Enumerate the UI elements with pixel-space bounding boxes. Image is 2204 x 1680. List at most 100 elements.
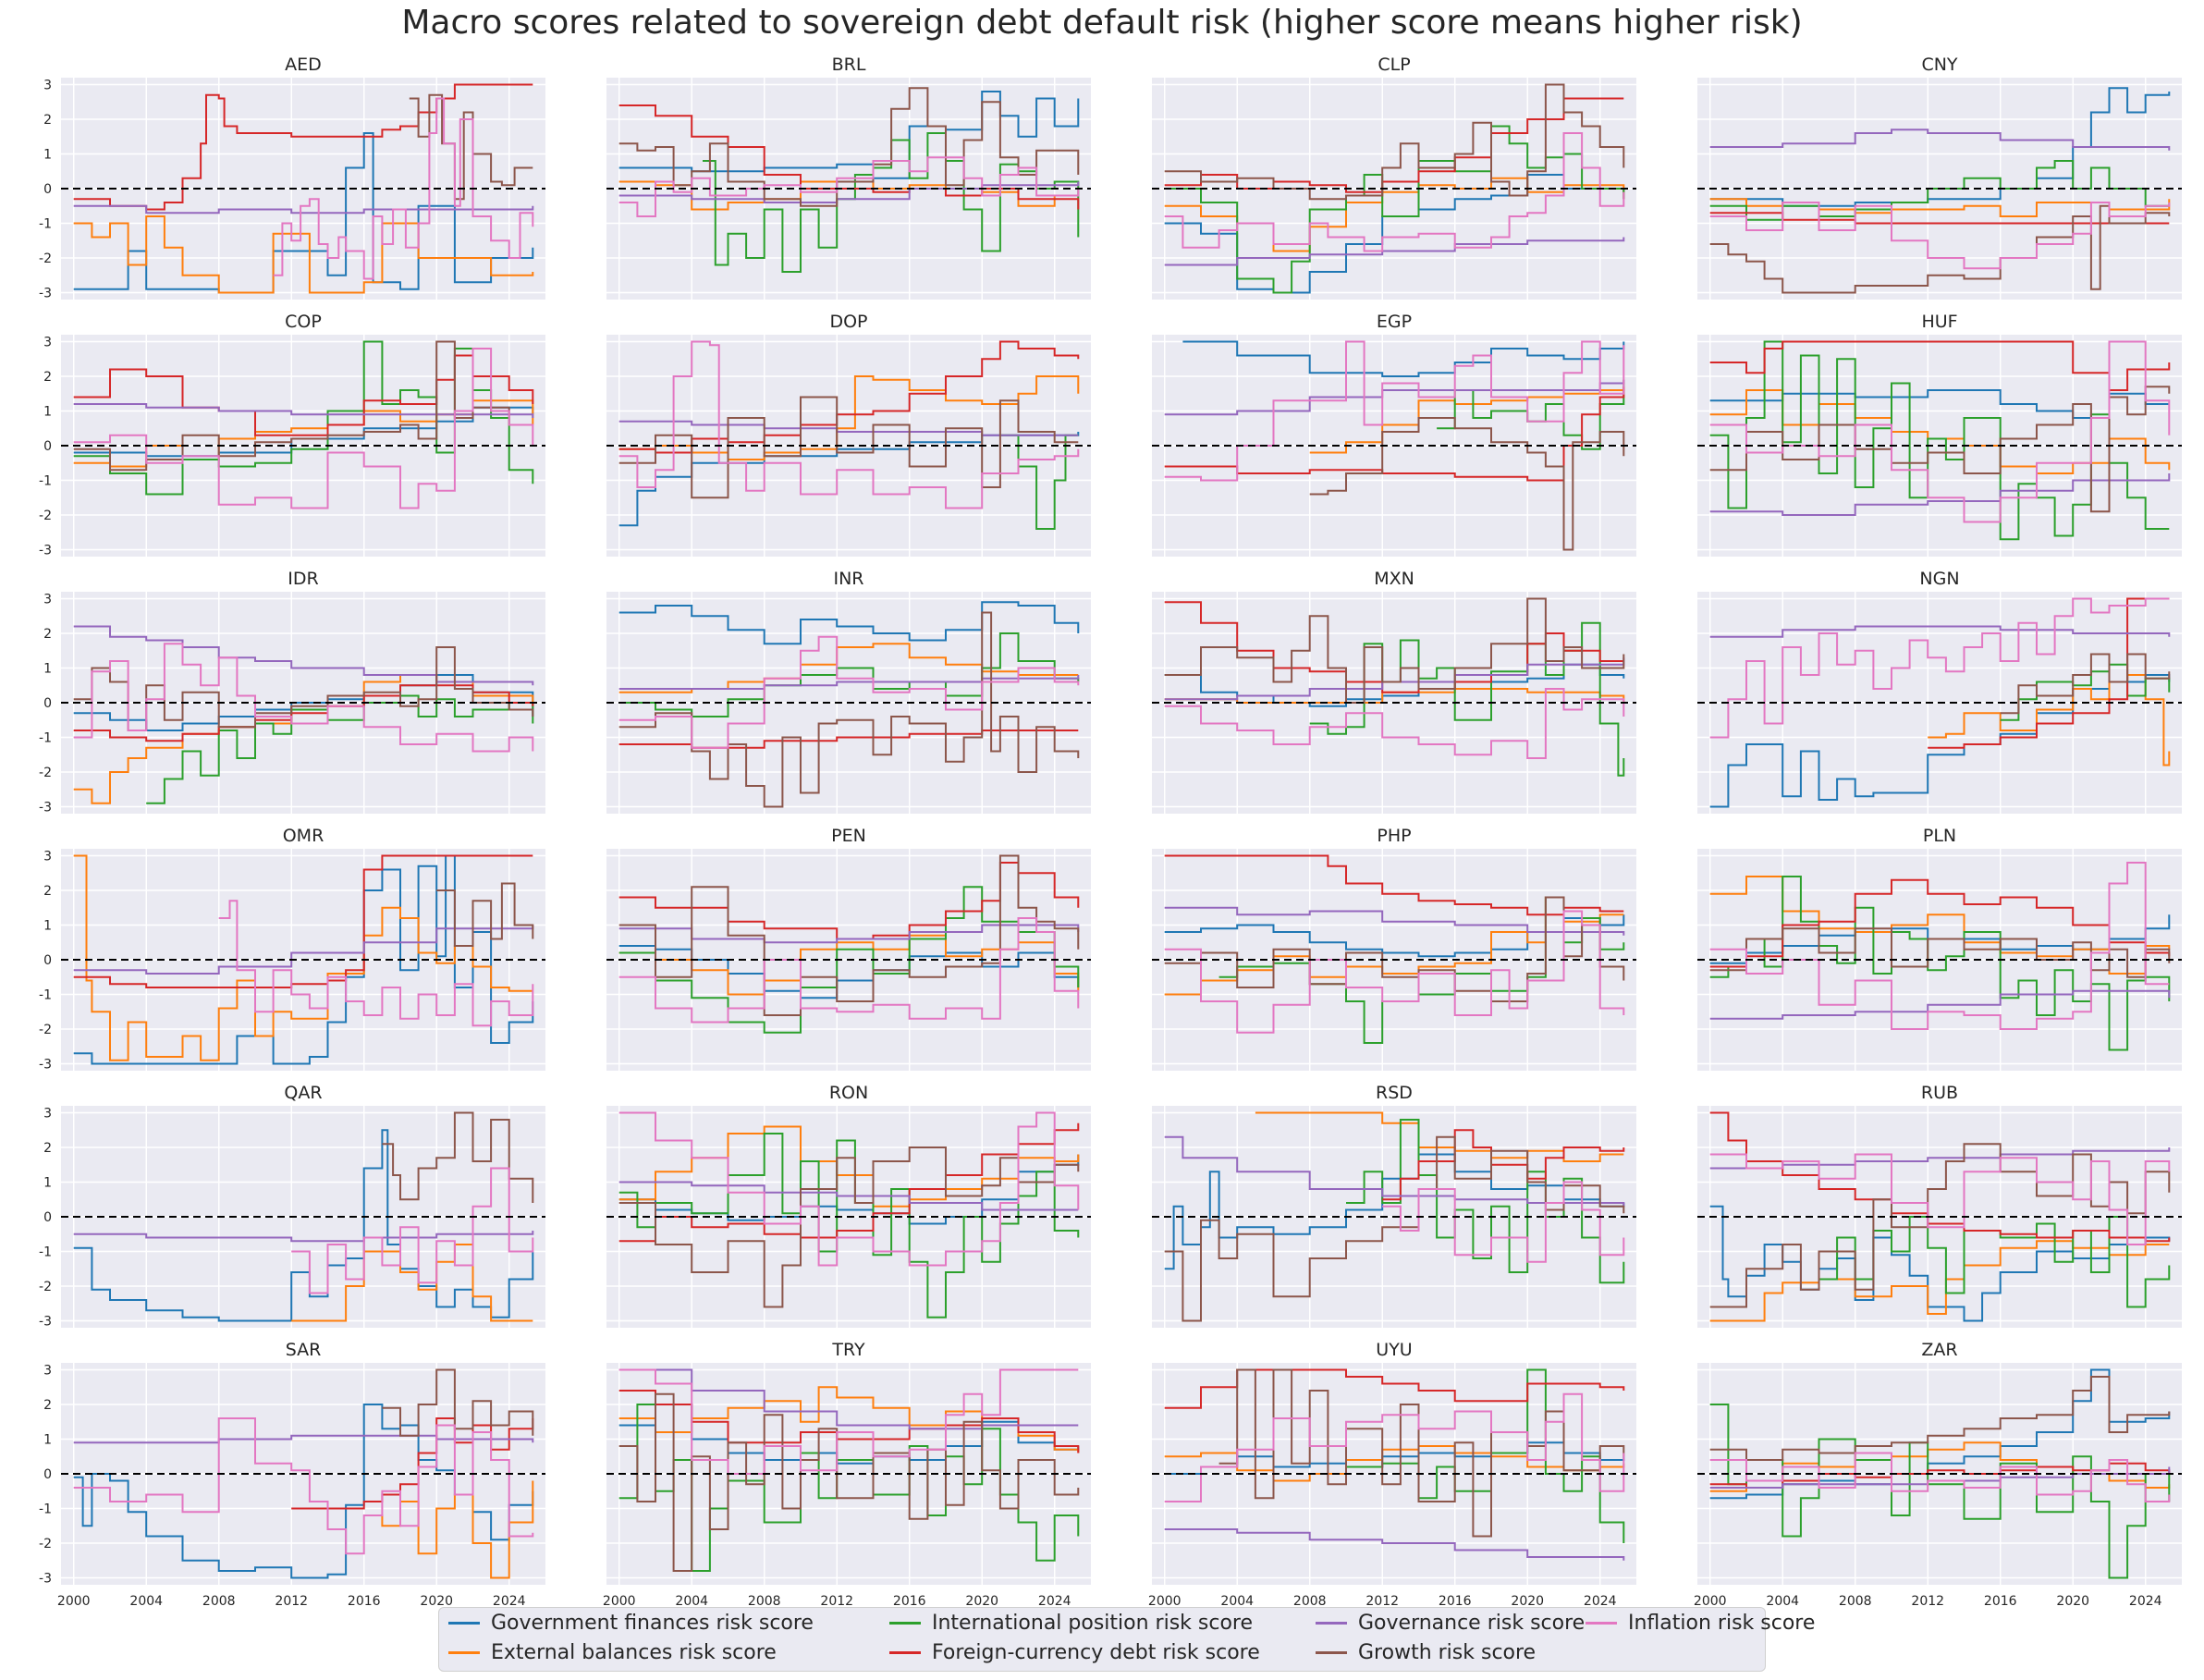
y-tick-label: 1	[43, 919, 52, 934]
series-line-inflation-risk-score	[1164, 340, 1625, 482]
series-line-governance-risk-score	[73, 204, 534, 215]
series-group	[73, 83, 534, 294]
legend-label: Growth risk score	[1358, 1641, 1537, 1664]
series-line-foreign-currency-debt-risk-score	[618, 340, 1080, 454]
series-line-growth-risk-score	[409, 93, 533, 201]
series-group	[1709, 340, 2171, 541]
x-tick-label: 2008	[748, 1594, 781, 1609]
x-tick-label: 2000	[1694, 1594, 1727, 1609]
panel-try: TRY 2000 2004 2008 2012 2016 2020 2024	[603, 1340, 1091, 1609]
x-tick-label: 2004	[129, 1594, 163, 1609]
legend-label: Inflation risk score	[1628, 1612, 1816, 1635]
x-tick-label: 2000	[603, 1594, 636, 1609]
y-tick-label: 2	[43, 1398, 52, 1413]
series-line-growth-risk-score	[618, 854, 1080, 1016]
y-tick-label: -2	[39, 1023, 52, 1037]
y-tick-label: -2	[39, 766, 52, 780]
series-group	[1709, 1368, 2171, 1579]
legend-item: Government finances risk score	[448, 1612, 814, 1635]
panel-title: COP	[285, 312, 322, 332]
series-group	[73, 1111, 534, 1322]
panel-title: OMR	[283, 826, 324, 846]
series-line-inflation-risk-score	[273, 97, 534, 280]
series-line-growth-risk-score	[1164, 896, 1625, 1002]
series-line-international-position-risk-score	[1346, 1119, 1625, 1284]
series-line-growth-risk-score	[1709, 204, 2171, 294]
series-line-government-finances-risk-score	[1709, 389, 2170, 419]
series-line-government-finances-risk-score	[1709, 674, 2171, 808]
y-tick-label: 3	[43, 79, 52, 93]
x-tick-label: 2024	[493, 1594, 526, 1609]
x-tick-label: 2008	[1293, 1594, 1327, 1609]
series-line-growth-risk-score	[1164, 597, 1625, 704]
legend: Government finances risk score External b…	[438, 1607, 1815, 1672]
series-line-external-balances-risk-score	[73, 215, 534, 294]
y-tick-label: 3	[43, 1364, 52, 1379]
panel-zar: ZAR 2000 2004 2008 2012 2016 2020 2024	[1694, 1340, 2182, 1609]
y-tick-label: 1	[43, 148, 52, 163]
series-line-inflation-risk-score	[291, 1167, 534, 1294]
legend-item: Foreign-currency debt risk score	[889, 1641, 1260, 1664]
series-line-growth-risk-score	[618, 1147, 1080, 1308]
panel-rub: RUB	[1697, 1083, 2182, 1328]
series-group	[73, 340, 534, 509]
series-line-growth-risk-score	[1309, 417, 1625, 551]
y-tick-label: -1	[39, 731, 52, 746]
series-group	[1164, 1111, 1625, 1322]
series-line-growth-risk-score	[1709, 386, 2171, 513]
series-line-governance-risk-score	[1164, 906, 1625, 936]
series-line-governance-risk-score	[73, 925, 534, 975]
legend-label: Government finances risk score	[491, 1612, 814, 1635]
series-line-growth-risk-score	[618, 396, 1079, 499]
panel-qar: QAR -3 -2 -1 0 1 2 3	[39, 1083, 545, 1330]
x-tick-label: 2020	[1511, 1594, 1544, 1609]
panel-aed: AED -3 -2 -1 0 1 2 3	[39, 55, 545, 301]
y-tick-label: -3	[39, 801, 52, 815]
series-line-external-balances-risk-score	[1928, 674, 2171, 766]
panel-sar: SAR -3 -2 -1 0 1 2 3 2000 2004 2008 2012 2016 2020 202…	[39, 1340, 545, 1609]
series-line-growth-risk-score	[618, 611, 1080, 808]
panel-title: UYU	[1376, 1340, 1412, 1360]
panel-egp: EGP	[1152, 312, 1636, 557]
series-line-inflation-risk-score	[618, 1111, 1080, 1267]
x-tick-label: 2012	[1365, 1594, 1399, 1609]
series-line-inflation-risk-score	[618, 340, 1080, 509]
series-line-international-position-risk-score	[999, 434, 1079, 530]
panel-title: HUF	[1921, 312, 1957, 332]
series-line-foreign-currency-debt-risk-score	[1928, 597, 2170, 749]
legend-label: External balances risk score	[491, 1641, 777, 1664]
y-tick-label: 3	[43, 593, 52, 607]
y-tick-label: 1	[43, 1176, 52, 1191]
panel-title: ZAR	[1921, 1340, 1957, 1360]
x-tick-label: 2004	[675, 1594, 708, 1609]
y-tick-label: 0	[43, 696, 52, 711]
y-tick-label: 0	[43, 439, 52, 454]
legend-label: Foreign-currency debt risk score	[932, 1641, 1260, 1664]
series-line-growth-risk-score	[1709, 1376, 2171, 1461]
series-line-government-finances-risk-score	[1182, 340, 1625, 377]
series-line-foreign-currency-debt-risk-score	[618, 104, 1080, 210]
x-tick-label: 2004	[1220, 1594, 1254, 1609]
panel-title: PHP	[1377, 826, 1411, 846]
panel-php: PHP	[1152, 826, 1636, 1071]
y-tick-label: 0	[43, 1467, 52, 1482]
series-group	[73, 854, 534, 1065]
series-line-governance-risk-score	[73, 403, 534, 418]
panel-mxn: MXN	[1152, 569, 1636, 814]
series-line-international-position-risk-score	[1164, 125, 1625, 294]
panel-title: PEN	[831, 826, 866, 846]
x-tick-label: 2012	[820, 1594, 853, 1609]
panel-title: PLN	[1923, 826, 1956, 846]
panel-brl: BRL	[606, 55, 1091, 300]
legend-swatch	[1316, 1622, 1347, 1625]
series-group	[618, 601, 1080, 808]
x-tick-label: 2000	[57, 1594, 91, 1609]
series-line-inflation-risk-score	[618, 917, 1080, 1024]
y-tick-label: 3	[43, 1107, 52, 1122]
panel-clp: CLP	[1152, 55, 1636, 300]
x-tick-label: 2000	[1148, 1594, 1182, 1609]
y-tick-label: -3	[39, 1572, 52, 1587]
series-line-inflation-risk-score	[1164, 688, 1625, 759]
legend-swatch	[1586, 1622, 1617, 1625]
